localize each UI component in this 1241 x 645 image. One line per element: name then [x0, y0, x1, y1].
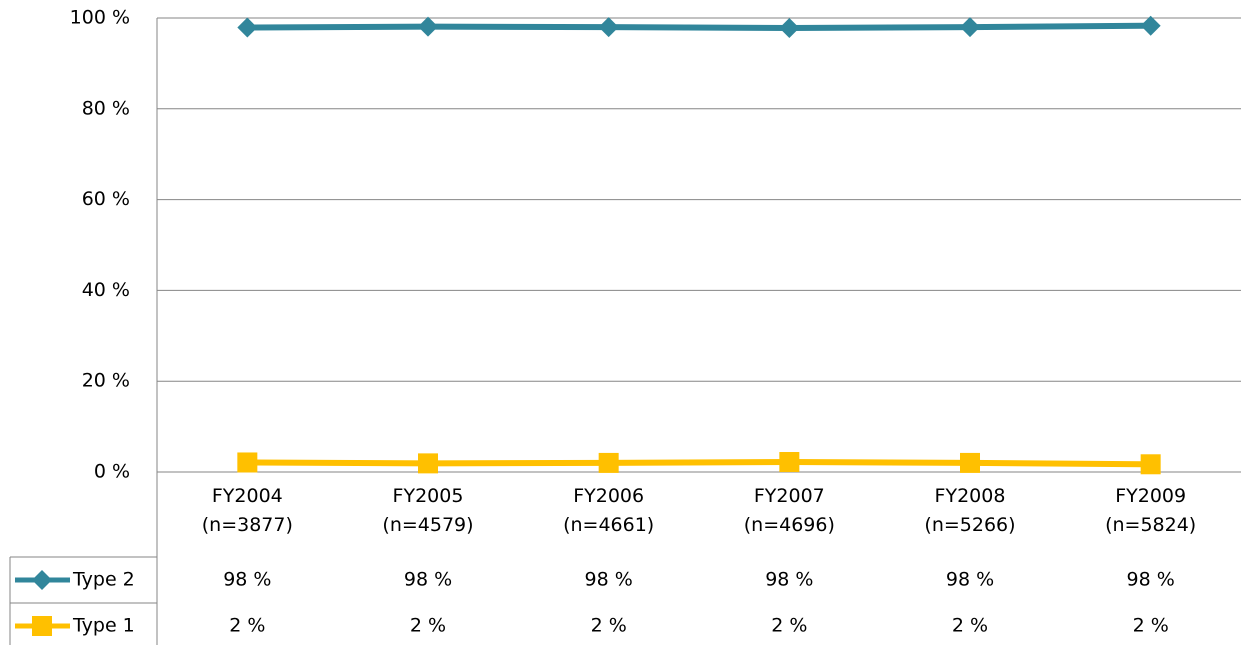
series-line — [247, 459, 1151, 468]
data-label: 98 % — [1127, 569, 1175, 591]
marker — [418, 453, 438, 474]
marker — [598, 17, 619, 38]
data-label: 98 % — [585, 569, 633, 591]
x-tick-label: FY2007 (n=4696) — [743, 485, 835, 536]
y-tick-label: 40 % — [82, 279, 130, 301]
data-label: 2 % — [952, 615, 988, 637]
legend-label: Type 2 — [72, 569, 135, 591]
y-tick-label: 60 % — [82, 188, 130, 210]
y-tick-label: 100 % — [70, 7, 130, 29]
marker — [960, 452, 980, 473]
x-tick-label: FY2006 (n=4661) — [563, 485, 655, 536]
marker — [1140, 454, 1161, 475]
y-tick-label: 20 % — [82, 370, 130, 392]
data-label: 98 % — [223, 569, 271, 591]
marker — [779, 17, 800, 38]
x-tick-label: FY2008 (n=5266) — [924, 485, 1016, 536]
y-tick-label: 0 % — [94, 461, 130, 483]
data-label: 2 % — [1133, 615, 1169, 637]
marker — [598, 452, 619, 473]
data-label: 2 % — [771, 615, 807, 637]
legend-marker — [32, 616, 52, 636]
y-tick-label: 80 % — [82, 97, 130, 119]
marker — [960, 17, 980, 38]
data-label: 2 % — [591, 615, 627, 637]
x-tick-label: FY2004 (n=3877) — [201, 485, 293, 536]
series-line — [247, 22, 1151, 31]
marker — [237, 17, 258, 38]
x-tick-label: FY2009 (n=5824) — [1105, 485, 1197, 536]
data-label: 2 % — [229, 615, 265, 637]
data-label: 98 % — [765, 569, 813, 591]
data-label: 98 % — [404, 569, 452, 591]
legend-marker — [32, 570, 52, 590]
legend-label: Type 1 — [72, 615, 135, 637]
x-tick-label: FY2005 (n=4579) — [382, 485, 474, 536]
marker — [418, 16, 438, 37]
marker — [237, 452, 258, 473]
marker — [1140, 15, 1161, 36]
data-label: 98 % — [946, 569, 994, 591]
data-label: 2 % — [410, 615, 446, 637]
marker — [779, 452, 800, 473]
